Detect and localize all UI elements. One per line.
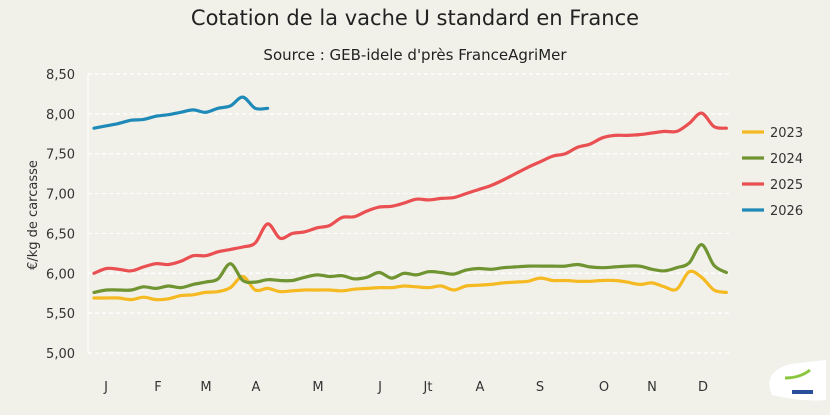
x-tick-label: F xyxy=(154,380,161,395)
x-tick-label: M xyxy=(312,380,323,395)
y-tick-label: 8,00 xyxy=(46,108,75,123)
legend-label: 2025 xyxy=(770,178,803,193)
legend-label: 2024 xyxy=(770,152,803,167)
y-tick-label: 5,00 xyxy=(46,347,75,362)
x-tick-label: A xyxy=(476,380,485,395)
series-line-2025 xyxy=(92,111,728,275)
series-line-2024 xyxy=(92,243,728,295)
x-tick-label: M xyxy=(200,380,211,395)
x-tick-label: D xyxy=(698,380,708,395)
x-tick-label: J xyxy=(103,380,108,395)
x-tick-label: S xyxy=(536,380,544,395)
x-tick-label: O xyxy=(599,380,609,395)
y-tick-label: 5,50 xyxy=(46,307,75,322)
chart-title: Cotation de la vache U standard en Franc… xyxy=(190,6,640,30)
idele-logo xyxy=(769,360,826,401)
y-tick-label: 6,50 xyxy=(46,227,75,242)
chart-subtitle: Source : GEB-idele d'près FranceAgriMer xyxy=(263,46,567,64)
y-axis-label: €/kg de carcasse xyxy=(26,160,41,270)
legend-label: 2023 xyxy=(770,126,803,141)
series-line-2026 xyxy=(92,95,270,130)
y-tick-label: 7,50 xyxy=(46,148,75,163)
x-tick-label: N xyxy=(647,380,657,395)
legend-label: 2026 xyxy=(770,204,803,219)
y-tick-label: 8,50 xyxy=(46,68,75,83)
x-tick-label: A xyxy=(252,380,261,395)
y-tick-label: 7,00 xyxy=(46,188,75,203)
y-tick-label: 6,00 xyxy=(46,267,75,282)
x-tick-label: J xyxy=(377,380,382,395)
x-tick-label: Jt xyxy=(423,380,433,395)
series-line-2023 xyxy=(92,269,728,302)
